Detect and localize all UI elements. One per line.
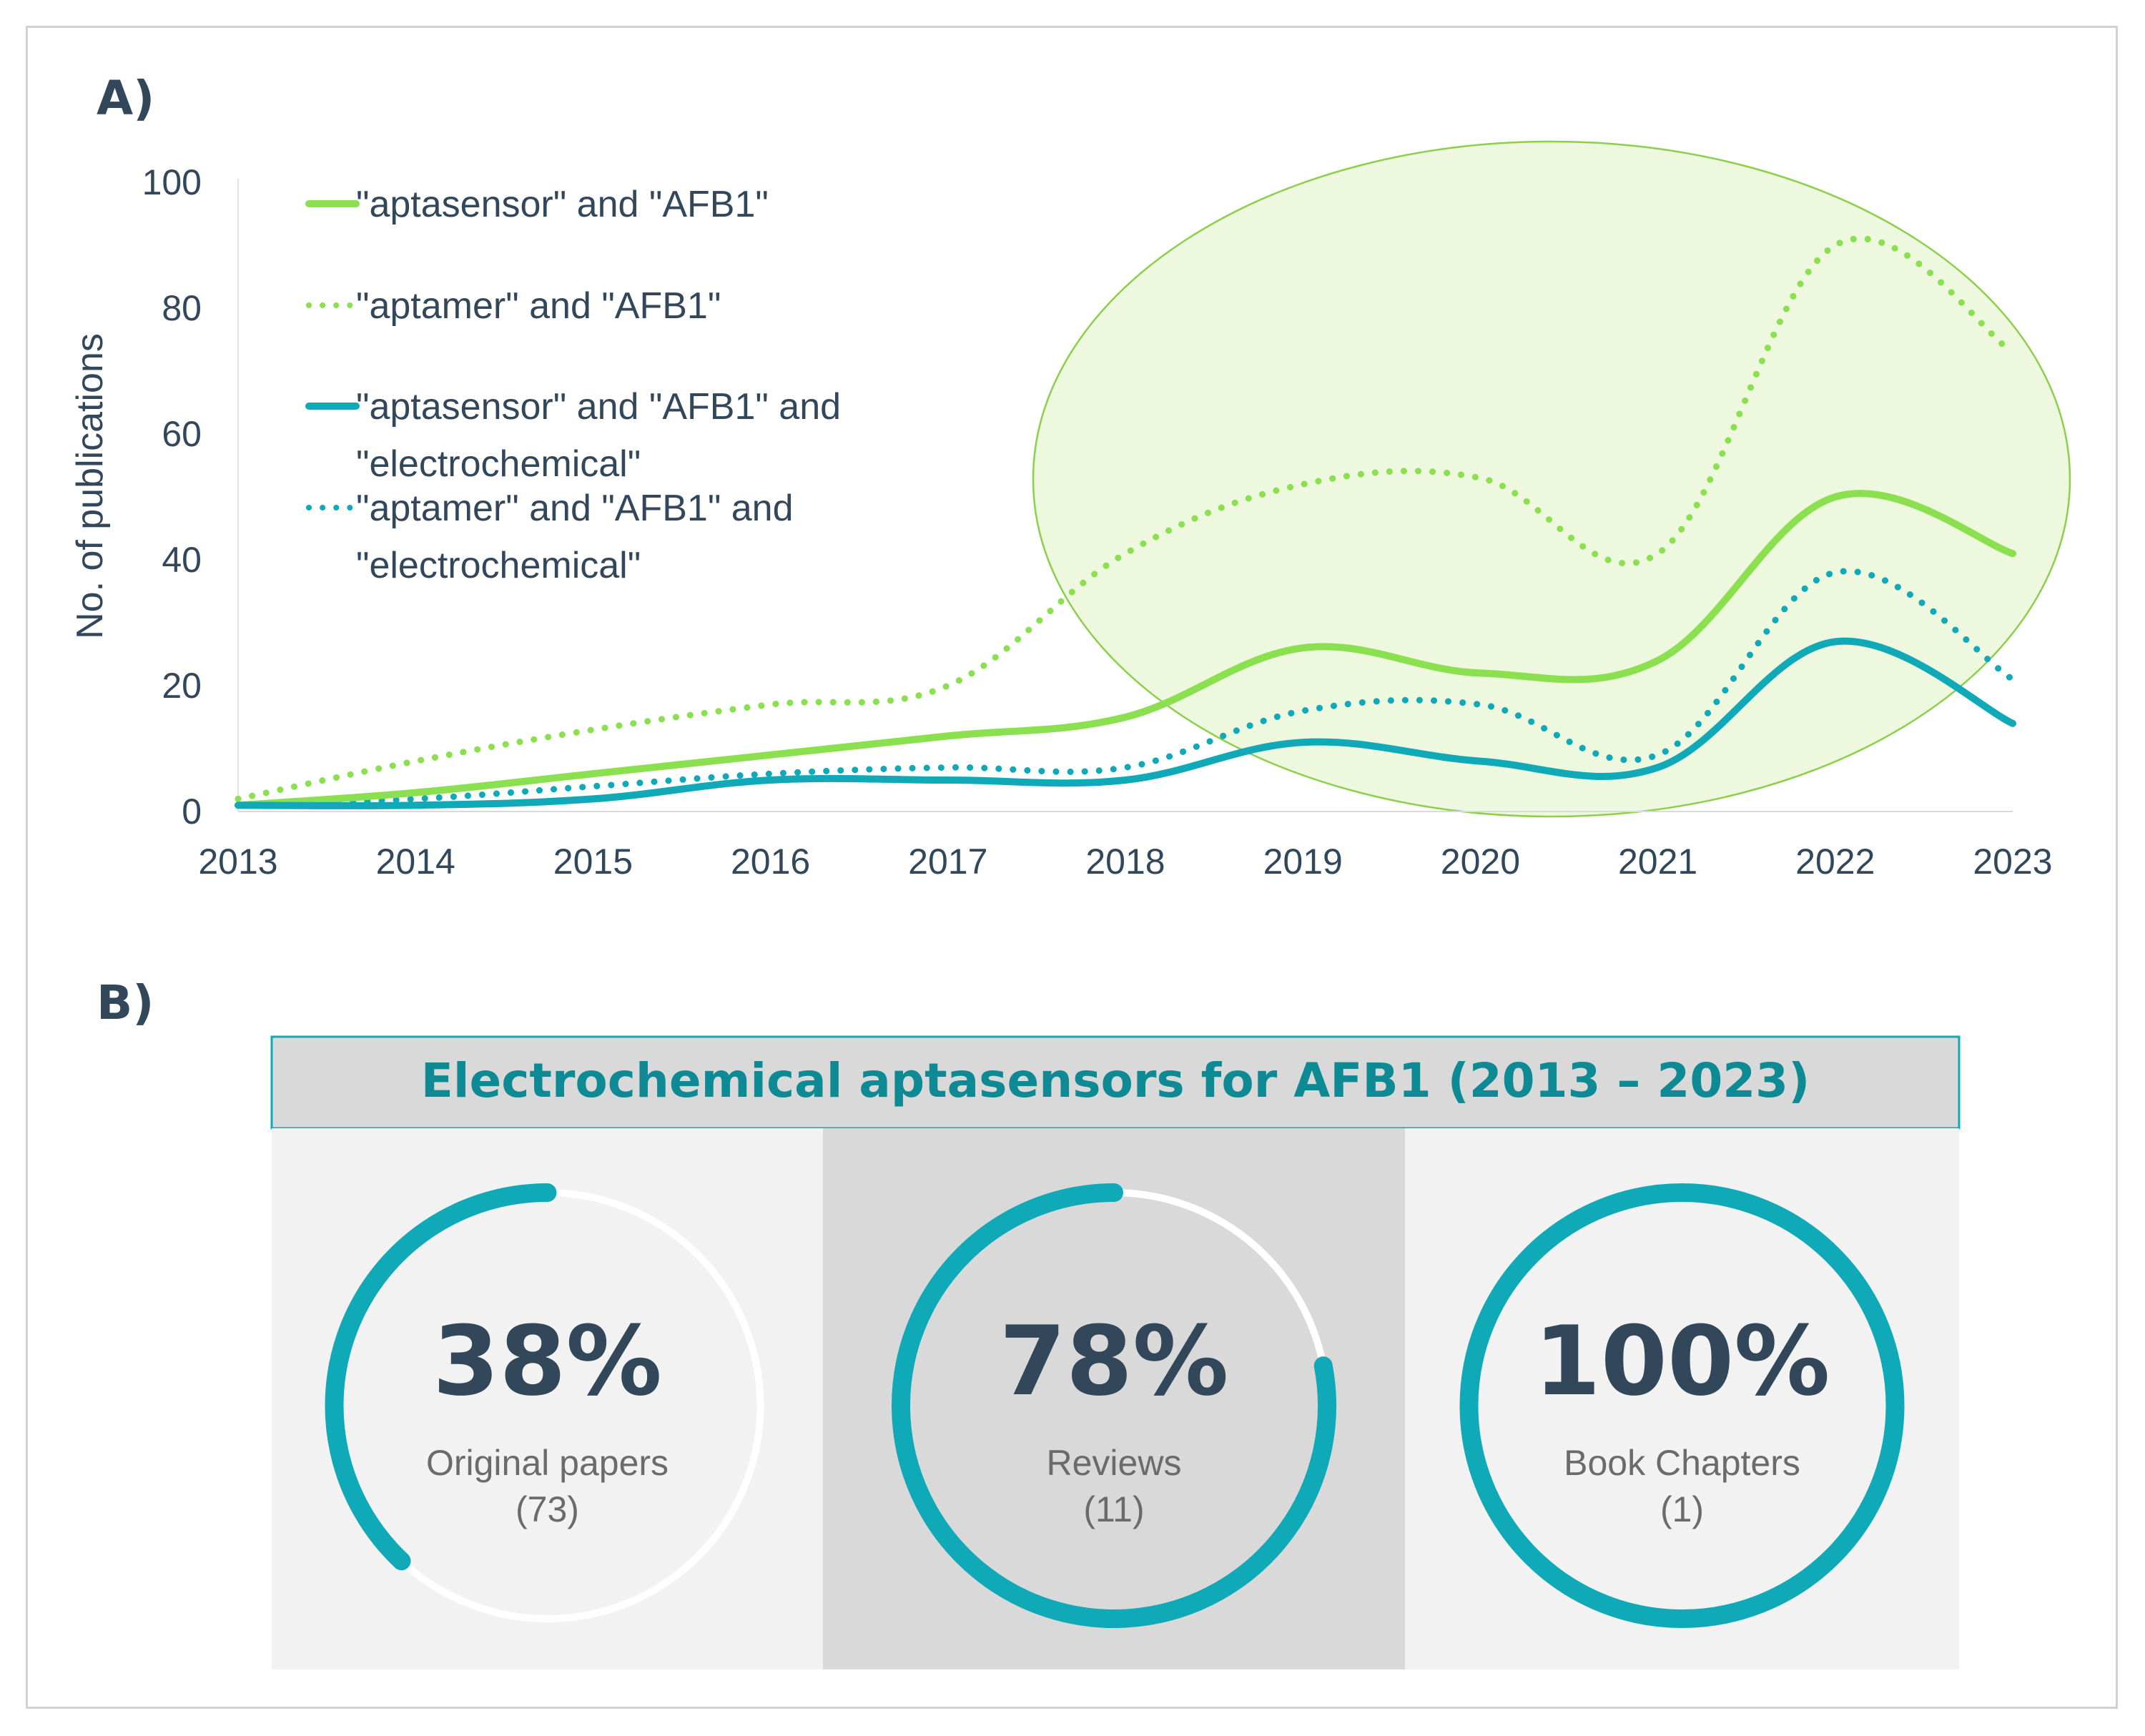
card-caption: Original papers xyxy=(426,1443,669,1483)
series-aptasensor-afb1-electrochemical xyxy=(235,637,2016,809)
summary-panel: Electrochemical aptasensors for AFB1 (20… xyxy=(270,1035,1961,1670)
data-point xyxy=(770,704,771,705)
legend: "aptasensor" and "AFB1" "aptamer" and "AF… xyxy=(305,184,841,586)
card-background xyxy=(823,1128,1405,1670)
legend-label: "electrochemical" xyxy=(356,443,641,485)
x-tick-label: 2016 xyxy=(731,842,810,882)
summary-card: 38% Original papers (73) xyxy=(272,1128,823,1670)
x-tick-label: 2013 xyxy=(198,842,277,882)
series-aptamer-afb1 xyxy=(235,235,2016,802)
series-lines xyxy=(235,235,2016,809)
card-count: (73) xyxy=(516,1489,579,1529)
y-tick-label: 20 xyxy=(162,666,202,706)
x-tick-labels: 2013 2014 2015 2016 2017 2018 2019 2020 2021 2022… xyxy=(198,842,2052,882)
card-count: (1) xyxy=(1660,1489,1704,1529)
x-tick-label: 2019 xyxy=(1263,842,1343,882)
card-caption: Book Chapters xyxy=(1564,1443,1800,1483)
figure-frame xyxy=(26,26,2118,1709)
summary-title: Electrochemical aptasensors for AFB1 (20… xyxy=(421,1053,1810,1108)
legend-label: "electrochemical" xyxy=(356,545,641,586)
y-tick-label: 40 xyxy=(162,540,202,580)
series-aptasensor-afb1 xyxy=(235,490,2016,809)
x-tick-label: 2023 xyxy=(1973,842,2052,882)
card-background xyxy=(272,1128,823,1670)
legend-label: "aptasensor" and "AFB1" and xyxy=(356,386,841,428)
y-axis-label: No. of publications xyxy=(69,333,111,639)
card-percent: 38% xyxy=(433,1306,662,1417)
summary-cards: 38% Original papers (73) 78% Reviews (11) 100%… xyxy=(272,1128,1959,1670)
x-tick-label: 2020 xyxy=(1441,842,1520,882)
y-tick-label: 100 xyxy=(142,162,202,202)
panel-a-label: A) xyxy=(97,71,154,126)
y-tick-label: 0 xyxy=(182,791,202,832)
summary-card: 78% Reviews (11) xyxy=(823,1128,1405,1670)
x-tick-label: 2014 xyxy=(376,842,455,882)
legend-label: "aptamer" and "AFB1" and xyxy=(356,488,794,529)
summary-card: 100% Book Chapters (1) xyxy=(1405,1128,1959,1670)
card-percent: 78% xyxy=(1000,1306,1229,1417)
summary-header-box xyxy=(270,1035,1961,1130)
progress-ring-fill xyxy=(325,1183,557,1571)
x-tick-label: 2018 xyxy=(1085,842,1165,882)
series-aptamer-afb1-electrochemical xyxy=(235,568,2016,809)
card-percent: 100% xyxy=(1534,1306,1830,1417)
x-tick-label: 2022 xyxy=(1795,842,1875,882)
legend-label: "aptasensor" and "AFB1" xyxy=(356,184,769,225)
progress-ring-fill xyxy=(1459,1183,1905,1628)
card-caption: Reviews xyxy=(1047,1443,1182,1483)
x-tick-label: 2015 xyxy=(553,842,633,882)
x-tick-label: 2017 xyxy=(908,842,987,882)
y-tick-labels: 0 20 40 60 80 100 xyxy=(142,162,202,832)
card-background xyxy=(1405,1128,1959,1670)
panel-b-label: B) xyxy=(97,975,154,1030)
highlight-ellipse xyxy=(1032,140,2071,818)
card-count: (11) xyxy=(1083,1489,1144,1529)
legend-label: "aptamer" and "AFB1" xyxy=(356,285,721,327)
y-tick-label: 60 xyxy=(162,414,202,454)
y-tick-label: 80 xyxy=(162,288,202,328)
progress-ring-fill xyxy=(892,1183,1336,1628)
x-tick-label: 2021 xyxy=(1618,842,1697,882)
data-point xyxy=(947,767,948,768)
